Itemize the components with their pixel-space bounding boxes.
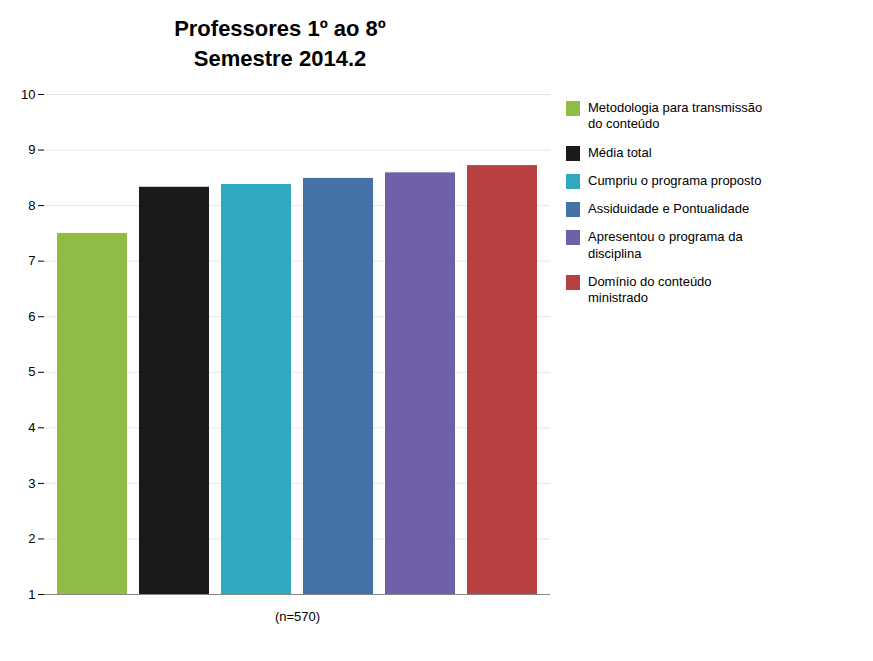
html-text:Apresentou o programa da disci: Apresentou o programa da disciplina xyxy=(588,229,743,261)
html-text:Assiduidade e Pontualidade: Assiduidade e Pontualidade xyxy=(588,201,750,216)
html-text:Professores 1º ao 8º Semestre: Professores 1º ao 8º Semestre 2014.2 xyxy=(174,16,386,71)
svg-text:5: 5 xyxy=(28,364,35,379)
svg-text:2: 2 xyxy=(28,531,35,546)
html-text:Domínio do conteúdo ministrado: Domínio do conteúdo ministrado xyxy=(588,273,712,305)
svg-text:6: 6 xyxy=(28,309,35,324)
svg-text:8: 8 xyxy=(28,198,35,213)
svg-text:9: 9 xyxy=(28,142,35,157)
html-text:Média total: Média total xyxy=(588,144,652,160)
svg-text:(n=570): (n=570) xyxy=(275,609,320,624)
html-text:Metodologia para transmissão d: Metodologia para transmissão do conteúdo xyxy=(588,100,763,132)
svg-text:3: 3 xyxy=(28,476,35,491)
html-text:Cumpriu o programa proposto: Cumpriu o programa proposto xyxy=(588,172,762,188)
svg-text:4: 4 xyxy=(28,420,35,435)
svg-text:10: 10 xyxy=(21,87,35,102)
svg-text:7: 7 xyxy=(28,253,35,268)
svg-text:1: 1 xyxy=(28,587,35,602)
